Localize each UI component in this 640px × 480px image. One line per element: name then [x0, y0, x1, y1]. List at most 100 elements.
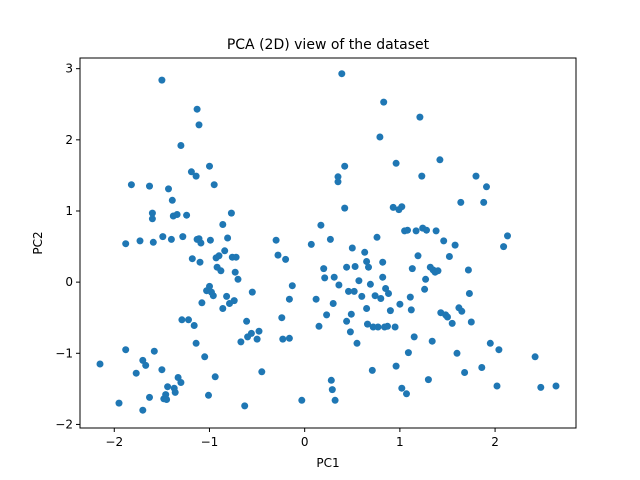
data-point	[205, 391, 212, 399]
data-point	[353, 339, 361, 347]
data-point	[201, 353, 209, 361]
data-point	[312, 295, 320, 303]
data-point	[285, 334, 293, 342]
data-point	[363, 258, 371, 265]
data-point	[552, 382, 560, 390]
data-point	[146, 182, 153, 190]
chart-title: PCA (2D) view of the dataset	[227, 37, 430, 53]
data-point	[537, 383, 545, 391]
data-point	[298, 396, 306, 404]
data-point	[188, 255, 196, 263]
data-point	[190, 322, 198, 329]
data-point	[391, 323, 399, 331]
data-point	[158, 76, 166, 84]
data-point	[209, 292, 217, 300]
data-point	[478, 364, 486, 371]
data-point	[247, 329, 255, 337]
x-tick-label: −1	[201, 435, 219, 449]
data-point	[196, 258, 204, 266]
data-point	[407, 306, 415, 314]
data-point	[384, 322, 391, 330]
data-point	[139, 406, 147, 414]
data-point	[173, 211, 181, 218]
data-point	[217, 267, 225, 275]
data-point	[414, 252, 422, 260]
data-point	[192, 172, 200, 180]
data-point	[278, 314, 286, 322]
data-point	[323, 311, 331, 319]
data-point	[453, 349, 461, 357]
data-point	[379, 258, 387, 266]
data-point	[346, 328, 354, 336]
x-tick-label: 1	[396, 435, 404, 449]
data-point	[317, 221, 325, 229]
y-tick-label: 3	[65, 62, 73, 76]
data-point	[451, 241, 459, 249]
y-tick-label: 0	[65, 275, 73, 289]
data-point	[338, 70, 346, 78]
data-point	[223, 292, 231, 300]
data-point	[219, 305, 227, 312]
data-point	[355, 277, 363, 285]
data-point	[211, 373, 219, 381]
data-point	[350, 287, 358, 295]
data-point	[365, 263, 372, 271]
data-point	[206, 282, 213, 290]
data-point	[179, 233, 187, 241]
data-point	[274, 251, 282, 259]
data-point	[148, 215, 156, 223]
data-point	[424, 376, 432, 384]
data-point	[115, 399, 123, 407]
data-point	[448, 319, 456, 327]
data-point	[472, 172, 480, 180]
data-point	[379, 273, 387, 281]
data-point	[206, 236, 214, 244]
data-point	[321, 274, 329, 282]
data-point	[396, 300, 404, 308]
data-point	[398, 203, 406, 211]
data-point	[504, 232, 511, 240]
data-point	[178, 316, 186, 324]
data-point	[392, 362, 400, 370]
data-point	[376, 133, 384, 141]
data-point	[307, 240, 315, 248]
data-point	[159, 233, 167, 241]
x-tick-label: −2	[105, 435, 123, 449]
data-point	[335, 281, 343, 289]
data-point	[495, 346, 503, 354]
data-point	[282, 255, 290, 263]
data-point	[434, 267, 442, 275]
data-point	[279, 335, 287, 343]
data-point	[187, 168, 195, 176]
points-layer	[96, 70, 560, 414]
data-point	[258, 368, 266, 376]
data-point	[326, 235, 334, 243]
data-point	[398, 384, 406, 392]
data-point	[243, 317, 251, 325]
y-tick-label: 2	[65, 133, 73, 147]
data-point	[221, 247, 229, 255]
data-point	[237, 338, 245, 346]
data-point	[330, 273, 338, 281]
data-point	[164, 383, 172, 391]
data-point	[127, 181, 135, 189]
data-point	[364, 320, 371, 328]
data-point	[165, 185, 172, 193]
data-point	[285, 295, 293, 303]
data-point	[167, 235, 175, 243]
data-point	[198, 299, 206, 307]
data-point	[412, 227, 420, 235]
x-axis-ticks: −2 −1 0 1 2	[105, 428, 499, 449]
data-point	[168, 196, 176, 204]
data-point	[122, 240, 130, 248]
y-axis-ticks: −2 −1 0 1 2 3	[55, 62, 80, 431]
data-point	[421, 285, 429, 293]
data-point	[320, 265, 328, 273]
data-point	[500, 243, 508, 251]
data-point	[329, 300, 337, 307]
data-point	[232, 253, 240, 261]
data-point	[386, 307, 394, 315]
data-point	[341, 204, 349, 212]
data-point	[461, 369, 469, 376]
